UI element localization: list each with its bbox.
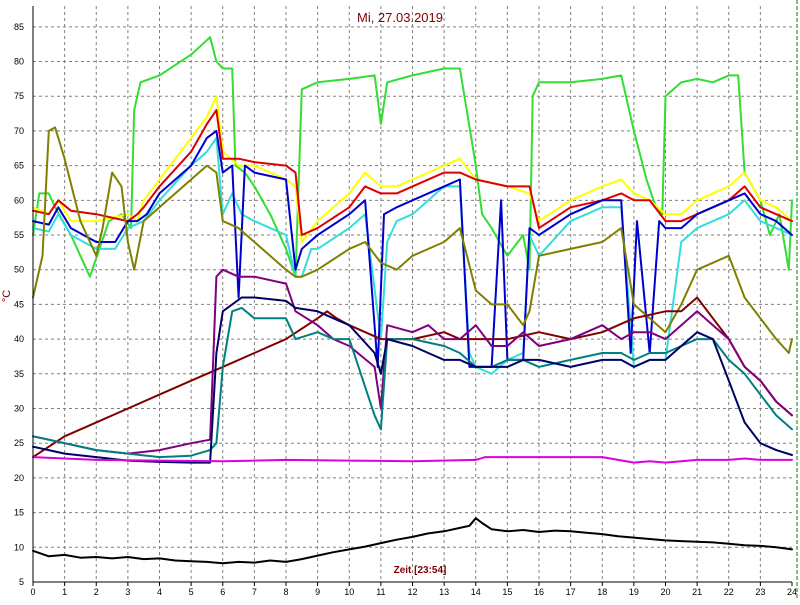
- x-tick-label: 14: [471, 587, 481, 597]
- x-tick-label: 5: [189, 587, 194, 597]
- y-tick-label: 85: [14, 22, 24, 32]
- y-tick-label: 75: [14, 91, 24, 101]
- x-tick-label: 18: [597, 587, 607, 597]
- x-tick-label: 0: [30, 587, 35, 597]
- x-tick-label: 12: [407, 587, 417, 597]
- y-tick-label: 15: [14, 508, 24, 518]
- y-tick-label: 30: [14, 404, 24, 414]
- x-tick-label: 15: [502, 587, 512, 597]
- x-tick-label: 10: [344, 587, 354, 597]
- x-tick-label: 16: [534, 587, 544, 597]
- x-tick-label: 3: [125, 587, 130, 597]
- x-tick-label: 6: [220, 587, 225, 597]
- x-tick-label: 17: [566, 587, 576, 597]
- x-axis-label: Zeit [23:54]: [394, 565, 447, 576]
- series-line-8: [32, 268, 793, 455]
- axes: 0 1 2 3 4 5 6 7 8 9 10 11 12 13 14 15 16 17 18 19 20 21 22 23 24…: [14, 0, 798, 600]
- chart-title: Mi, 27.03.2019: [357, 10, 443, 25]
- series-line-1: [32, 36, 793, 278]
- x-tick-label: 21: [692, 587, 702, 597]
- x-tick-label: 24: [787, 587, 797, 597]
- y-tick-label: 10: [14, 542, 24, 552]
- y-tick-label: 70: [14, 126, 24, 136]
- y-tick-label: 20: [14, 473, 24, 483]
- x-tick-label: 19: [629, 587, 639, 597]
- x-tick-label: 22: [724, 587, 734, 597]
- y-tick-label: 45: [14, 299, 24, 309]
- series-line-12: [32, 517, 793, 565]
- series-line-11: [32, 456, 793, 464]
- y-tick-label: 80: [14, 57, 24, 67]
- y-axis-label: °C: [1, 290, 13, 302]
- x-tick-label: 8: [283, 587, 288, 597]
- y-tick-label: 35: [14, 369, 24, 379]
- y-tick-label: 55: [14, 230, 24, 240]
- series-line-10: [32, 296, 793, 464]
- y-tick-label: 25: [14, 438, 24, 448]
- series-line-5: [32, 129, 793, 368]
- x-tick-label: 20: [660, 587, 670, 597]
- x-tick-label: 23: [755, 587, 765, 597]
- x-tick-label: 1: [62, 587, 67, 597]
- x-tick-label: 4: [157, 587, 162, 597]
- series-group: [32, 36, 793, 565]
- series-line-2: [32, 95, 793, 243]
- y-tick-label: 40: [14, 334, 24, 344]
- x-tick-label: 9: [315, 587, 320, 597]
- series-line-3: [32, 109, 793, 236]
- y-tick-label: 65: [14, 161, 24, 171]
- y-tick-label: 60: [14, 195, 24, 205]
- x-tick-label: 11: [376, 587, 385, 597]
- y-tick-label: 5: [19, 577, 24, 587]
- x-tick-label: 13: [439, 587, 449, 597]
- x-tick-label: 7: [252, 587, 257, 597]
- series-line-7: [32, 296, 793, 459]
- series-line-6: [32, 126, 793, 354]
- y-tick-label: 50: [14, 265, 24, 275]
- x-tick-label: 2: [94, 587, 99, 597]
